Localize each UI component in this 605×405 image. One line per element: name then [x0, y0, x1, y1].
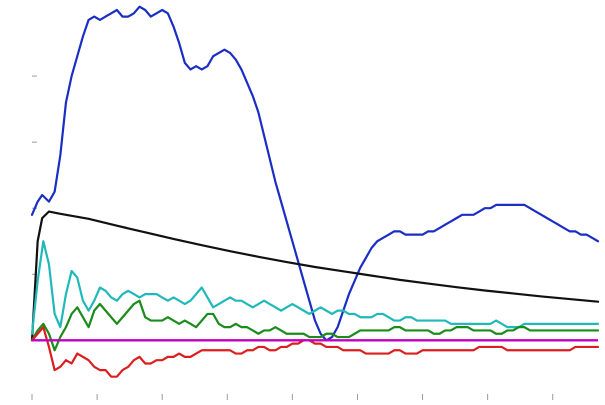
axis-ticks	[31, 75, 554, 400]
series-line-2	[30, 240, 600, 335]
series-lines	[30, 5, 600, 378]
series-line-1	[30, 210, 600, 342]
series-line-0	[30, 5, 600, 342]
series-line-3	[30, 299, 600, 352]
series-line-4	[30, 326, 600, 378]
